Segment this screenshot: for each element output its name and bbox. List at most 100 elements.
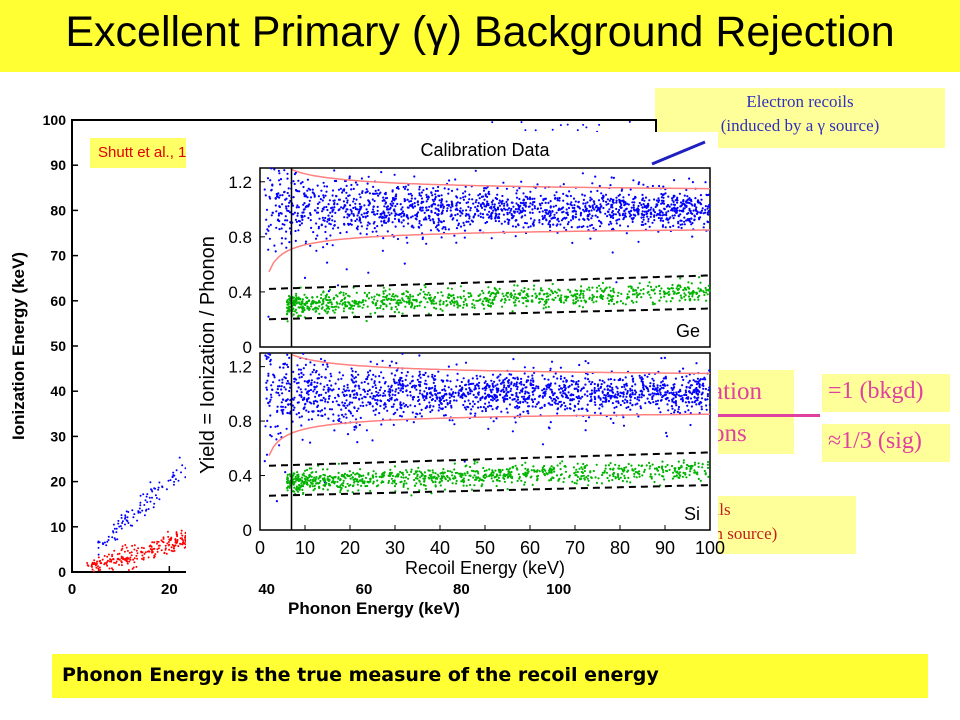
inset-point [671, 207, 674, 210]
inset-point [346, 383, 349, 386]
inset-point [502, 213, 505, 216]
inset-ytick-label: 0 [243, 338, 252, 357]
bg-point [520, 121, 523, 124]
inset-point [602, 199, 605, 203]
inset-point [408, 299, 411, 302]
inset-point [582, 202, 585, 205]
inset-point [606, 385, 609, 388]
inset-point [673, 210, 676, 213]
bg-point [113, 537, 116, 540]
inset-point [312, 302, 315, 305]
inset-point [494, 295, 497, 298]
inset-point [501, 194, 504, 198]
inset-point [706, 207, 709, 210]
inset-point [366, 393, 369, 396]
inset-point [535, 295, 538, 298]
inset-point [306, 398, 309, 402]
inset-point [557, 397, 560, 400]
inset-point [562, 301, 566, 304]
inset-point [685, 385, 688, 388]
bkgd-label: =1 (bkgd) [828, 378, 924, 404]
inset-point [392, 293, 395, 296]
inset-point [268, 404, 271, 407]
inset-point [621, 379, 624, 382]
inset-point [463, 236, 466, 239]
bg-point [133, 548, 136, 551]
bg-point [129, 558, 132, 561]
inset-point [368, 192, 371, 195]
inset-point [641, 193, 644, 196]
inset-point [322, 246, 325, 249]
inset-point [453, 423, 456, 426]
inset-point [622, 424, 626, 427]
inset-point [683, 223, 686, 226]
inset-point [298, 394, 301, 397]
inset-point [558, 289, 561, 292]
inset-point [452, 391, 455, 394]
inset-point [342, 393, 345, 396]
inset-point [566, 203, 569, 206]
inset-point [651, 397, 654, 401]
inset-point [303, 396, 306, 399]
inset-point [654, 403, 658, 406]
inset-point [431, 218, 434, 221]
inset-point [278, 379, 281, 382]
inset-point [368, 388, 371, 391]
inset-point [302, 211, 305, 214]
inset-point [265, 232, 268, 235]
inset-point [543, 377, 546, 381]
inset-point [368, 291, 371, 294]
inset-point [552, 298, 555, 302]
inset-point [583, 393, 587, 396]
inset-point [529, 217, 533, 220]
inset-point [298, 416, 301, 419]
inset-point [388, 208, 391, 211]
inset-point [693, 401, 696, 404]
inset-point [661, 225, 665, 228]
inset-point [468, 386, 471, 390]
inset-point [331, 215, 334, 218]
inset-point [577, 385, 580, 388]
inset-point [405, 295, 408, 298]
inset-point [679, 294, 682, 297]
inset-point [428, 217, 431, 220]
inset-point [328, 222, 331, 225]
inset-point [412, 226, 415, 229]
inset-point [671, 214, 674, 217]
inset-point [335, 400, 338, 403]
inset-point [455, 227, 459, 230]
inset-point [687, 291, 690, 294]
inset-point [515, 381, 519, 384]
inset-point [549, 225, 552, 228]
inset-point [286, 191, 289, 195]
inset-point [333, 202, 336, 205]
inset-point [611, 211, 614, 214]
inset-point [673, 411, 676, 414]
bg-point [142, 558, 145, 561]
bg-point [125, 510, 128, 513]
inset-point [321, 363, 325, 366]
inset-point [304, 240, 308, 243]
inset-point [487, 286, 490, 289]
inset-point [479, 397, 482, 400]
inset-point [378, 192, 381, 195]
inset-point [302, 367, 305, 370]
inset-point [269, 223, 272, 226]
inset-point [334, 382, 337, 385]
inset-point [365, 295, 369, 298]
ratio-line1: ation [712, 378, 762, 405]
inset-point [326, 384, 329, 387]
inset-point [452, 217, 455, 220]
inset-point [651, 301, 654, 304]
inset-point [528, 205, 531, 208]
inset-point [402, 293, 405, 296]
inset-point [360, 225, 363, 228]
inset-point [438, 199, 441, 202]
inset-point [267, 225, 270, 228]
inset-point [464, 214, 467, 217]
inset-point [572, 294, 575, 297]
inset-point [417, 211, 420, 214]
inset-point [445, 200, 448, 203]
inset-point [586, 225, 589, 228]
inset-point [648, 293, 651, 296]
